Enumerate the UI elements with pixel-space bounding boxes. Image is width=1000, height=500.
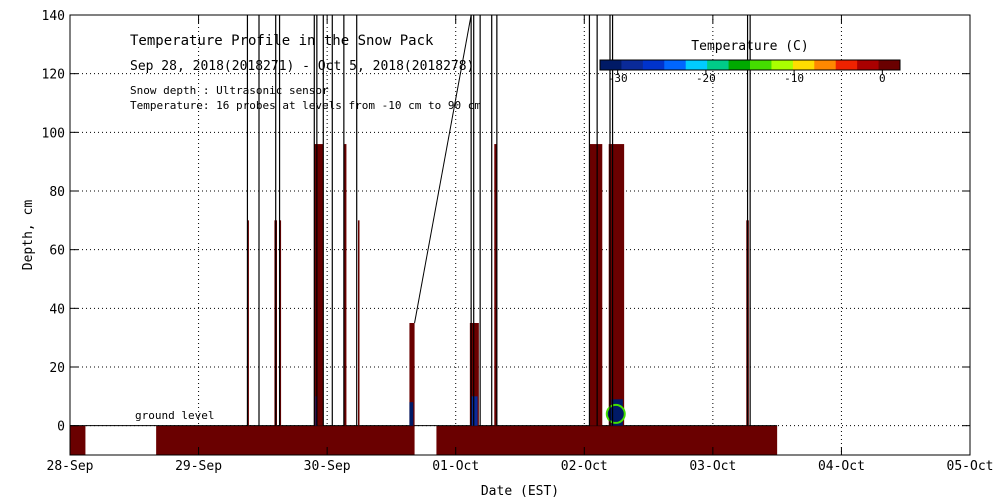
x-tick-label: 02-Oct [561,459,608,474]
plot-frame [69,14,971,456]
profile-column [409,323,415,426]
snow-depth-line [414,14,472,324]
grid [70,15,970,455]
x-axis-label: Date (EST) [481,484,559,499]
colorbar-swatch [685,60,708,70]
profile-column [608,144,625,426]
colorbar-swatch [600,60,622,70]
chart-subtitle: Sep 28, 2018(2018271) - Oct 5, 2018(2018… [130,59,474,74]
x-tick-label: 04-Oct [818,459,865,474]
cold-anomaly-marker [605,403,626,424]
colorbar-swatch [621,60,644,70]
y-tick-label: 80 [49,185,65,200]
colorbar-swatch [664,60,687,70]
x-tick-label: 05-Oct [947,459,994,474]
colorbar-swatch [878,60,901,70]
ground-level-label: ground level [135,409,214,422]
colorbar-tick-label: 0 [879,72,886,85]
colorbar-swatch [792,60,815,70]
y-tick-label: 60 [49,244,65,259]
x-tick-label: 30-Sep [304,459,351,474]
colorbar-swatch [642,60,665,70]
colorbar-tick-label: -10 [784,72,804,85]
x-tick-label: 01-Oct [432,459,479,474]
profile-column [471,396,478,426]
y-tick-label: 100 [42,126,65,141]
profile-column [343,144,347,426]
x-tick-label: 28-Sep [47,459,94,474]
note-snow-depth: Snow depth : Ultrasonic sensor [130,84,329,97]
colorbar-swatch [707,60,730,70]
colorbar: Temperature (C) -30 -20 -10 0 [599,39,901,85]
colorbar-swatch [814,60,837,70]
y-tick-label: 120 [42,68,65,83]
y-axis-label: Depth, cm [21,200,36,271]
colorbar-tick-label: -30 [608,72,628,85]
ground-band-segment [156,425,415,455]
y-tick-label: 20 [49,361,65,376]
y-tick-label: 0 [57,420,65,435]
colorbar-swatch [835,60,858,70]
colorbar-title: Temperature (C) [691,39,808,54]
x-tick-label: 03-Oct [689,459,736,474]
chart-title: Temperature Profile in the Snow Pack [130,33,434,49]
profile-column [247,220,249,426]
profile-column [358,220,360,426]
ground-band-segment [70,425,86,455]
colorbar-frame [599,59,901,71]
ground-band-segment [436,425,778,455]
data-layer [70,14,778,455]
colorbar-swatch [750,60,772,70]
y-tick-label: 140 [42,9,65,24]
profile-column [409,402,414,426]
colorbar-swatch [771,60,794,70]
colorbar-swatch [728,60,751,70]
profile-column [469,323,479,426]
profile-column [494,144,497,426]
x-tick-label: 29-Sep [175,459,222,474]
plot-background [70,15,970,455]
ticks: 28-Sep 29-Sep 30-Sep 01-Oct 02-Oct 03-Oct 04-O… [42,9,994,474]
profile-column [279,220,282,426]
y-tick-label: 40 [49,302,65,317]
colorbar-tick-label: -20 [696,72,716,85]
note-temperature: Temperature: 16 probes at levels from -1… [130,99,481,112]
profile-column [314,144,324,426]
colorbar-swatch [857,60,880,70]
profile-column [589,144,603,426]
